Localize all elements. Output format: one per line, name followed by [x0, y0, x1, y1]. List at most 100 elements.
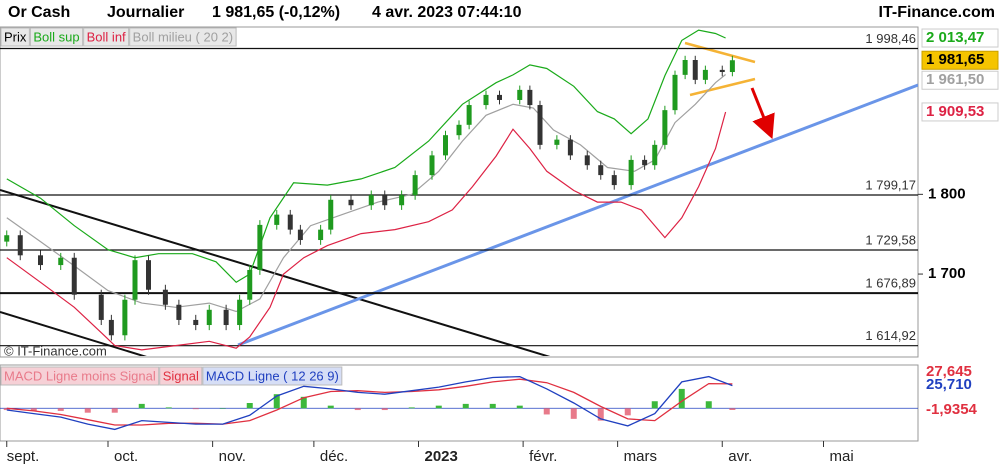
histogram-bar: [651, 401, 658, 409]
histogram-bar: [219, 408, 226, 409]
histogram-bar: [192, 408, 199, 410]
histogram-bar: [678, 388, 685, 409]
period: Journalier: [107, 4, 184, 21]
legend-label: Boll sup: [33, 29, 79, 44]
histogram-bar: [408, 407, 415, 409]
candle-body: [58, 257, 64, 266]
candle-body: [692, 59, 698, 80]
instrument: Or Cash: [8, 4, 70, 21]
candle-body: [368, 195, 374, 206]
candle-body: [466, 105, 472, 125]
histogram-bar: [597, 408, 604, 421]
candle-body: [456, 124, 462, 136]
candle-body: [729, 60, 735, 73]
legend-label: MACD Ligne ( 12 26 9): [206, 368, 339, 383]
candle-body: [132, 260, 138, 300]
plot-area: [0, 29, 918, 351]
candle-body: [662, 110, 668, 145]
legend-chip: [202, 366, 343, 386]
value-box-label: -1,9354: [926, 401, 978, 418]
x-tick-label: déc.: [320, 448, 348, 465]
candle-body: [429, 155, 435, 176]
histogram-bar: [84, 408, 91, 413]
price-frame: [0, 26, 919, 358]
value-box: [921, 28, 999, 48]
candle-body: [122, 299, 128, 336]
candle-body: [554, 139, 560, 145]
histogram-bar: [273, 394, 280, 409]
histogram-bar: [111, 408, 118, 413]
level-label: 1 998,46: [865, 31, 916, 46]
candle-body: [443, 135, 448, 156]
candle-body: [537, 105, 543, 145]
histogram-bar: [570, 408, 577, 419]
x-tick-label: oct.: [114, 448, 138, 465]
value-box-label: 25,710: [926, 376, 972, 393]
histogram-bar: [543, 408, 550, 415]
candle-body: [146, 260, 151, 290]
candle-body: [702, 69, 708, 80]
candle-body: [348, 199, 354, 206]
candle-body: [719, 69, 725, 73]
histogram-bar: [300, 396, 307, 409]
value-box-label: 1 961,50: [926, 71, 984, 88]
candle-body: [672, 74, 678, 111]
legend-chip: [29, 27, 84, 47]
candle-body: [247, 269, 253, 300]
legend-label: Signal: [163, 368, 199, 383]
histogram-bar: [327, 405, 334, 409]
candle-body: [652, 144, 658, 166]
legend-label: MACD Ligne moins Signal: [4, 368, 156, 383]
legend-chip: [83, 27, 130, 47]
y-tick-label: 1 800: [928, 185, 966, 202]
triangle-line: [689, 77, 756, 97]
histogram-bar: [705, 401, 712, 409]
candle-body: [17, 235, 23, 256]
candle-body: [642, 159, 648, 166]
histogram-bar: [729, 408, 736, 410]
candle-body: [483, 94, 489, 106]
candle-body: [38, 255, 43, 266]
candle-body: [628, 159, 634, 186]
candle-body: [237, 299, 243, 326]
candle-body: [193, 319, 199, 326]
x-tick-label: avr.: [728, 448, 752, 465]
value-box: [921, 70, 999, 90]
candle-body: [527, 89, 533, 106]
candle-body: [108, 319, 114, 336]
value-box: [921, 50, 999, 70]
level-label: 1 676,89: [865, 276, 916, 291]
macd-frame: [0, 364, 919, 442]
triangle-line: [684, 41, 756, 64]
band-line: [6, 111, 727, 351]
candle-body: [287, 214, 293, 230]
level-label: 1 614,92: [865, 328, 916, 343]
legend-chip: [0, 366, 160, 386]
candle-body: [399, 195, 405, 206]
histogram-bar: [354, 408, 361, 411]
legend-label: Prix: [4, 29, 27, 44]
candle-body: [382, 195, 388, 206]
x-tick-label: nov.: [219, 448, 246, 465]
candle-body: [71, 257, 77, 295]
candle-body: [4, 235, 10, 242]
histogram-bar: [165, 407, 172, 409]
y-tick-label: 1 700: [928, 265, 966, 282]
legend-chip: [129, 27, 237, 47]
site: IT-Finance.com: [879, 4, 995, 21]
candle-body: [223, 309, 229, 326]
candle-body: [257, 224, 263, 270]
candle-body: [162, 289, 168, 305]
trend-line: [0, 189, 551, 356]
histogram-bar: [30, 408, 37, 411]
candle-body: [584, 155, 590, 166]
candle-body: [297, 229, 303, 241]
histogram-bar: [462, 403, 469, 409]
candle-body: [497, 94, 502, 100]
candle-body: [682, 59, 688, 75]
candle-body: [176, 304, 182, 320]
arrow: [750, 87, 775, 140]
level-label: 1 799,17: [865, 177, 916, 192]
datetime: 4 avr. 2023 07:44:10: [372, 4, 522, 21]
